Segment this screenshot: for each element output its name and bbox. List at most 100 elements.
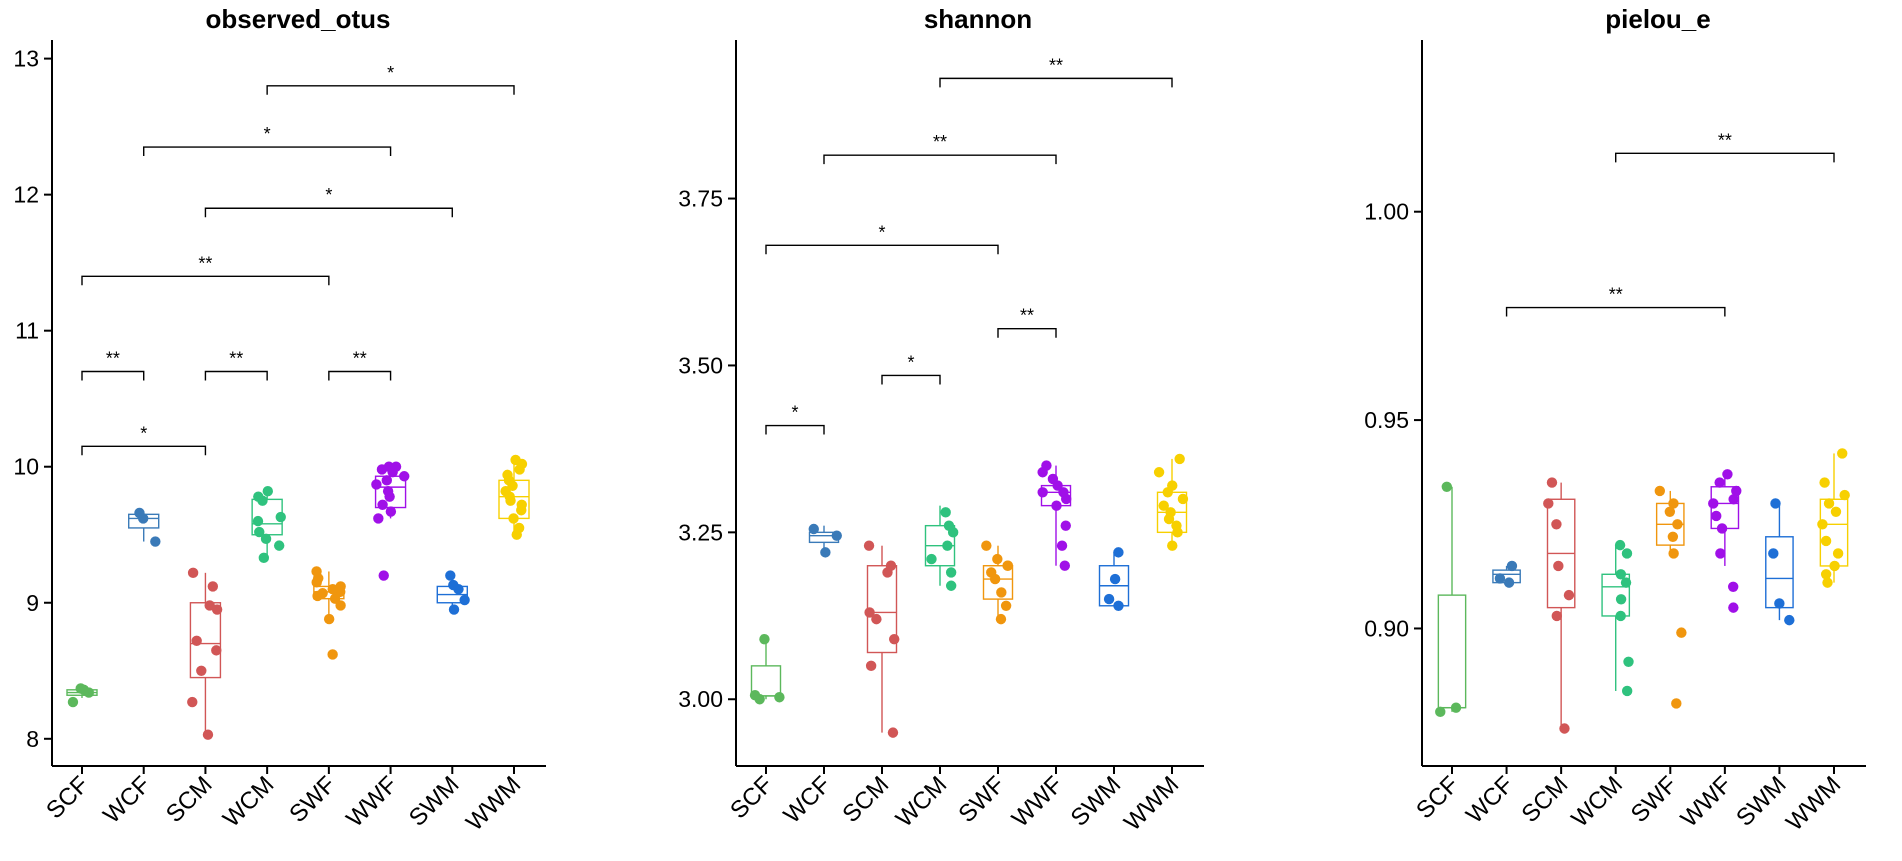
data-point — [1047, 473, 1059, 485]
significance-bracket: ** — [1505, 285, 1726, 317]
x-tick-label-wwf: WWF — [1007, 771, 1068, 832]
data-point — [1506, 560, 1518, 572]
box-wcm — [924, 505, 959, 591]
box-swf — [981, 540, 1014, 625]
panel-title-shannon: shannon — [924, 4, 1032, 34]
data-point — [1671, 698, 1682, 709]
data-point — [258, 552, 270, 564]
box-scm — [1543, 477, 1576, 734]
data-point — [1546, 477, 1558, 488]
y-tick-label: 3.00 — [678, 686, 723, 712]
box-wwf — [371, 461, 410, 581]
box-wwm — [1153, 453, 1189, 551]
data-point — [1056, 540, 1068, 551]
data-point — [134, 507, 145, 519]
data-point — [377, 499, 388, 511]
x-tick-label-wcm: WCM — [1566, 771, 1628, 833]
data-point — [1615, 594, 1627, 605]
significance-bracket: * — [765, 222, 999, 255]
x-tick-label-wcm: WCM — [218, 771, 280, 833]
significance-bracket: ** — [939, 55, 1173, 88]
data-point — [1819, 477, 1830, 488]
x-tick-label-swm: SWM — [404, 771, 465, 832]
data-point — [1784, 614, 1795, 626]
data-point — [1715, 548, 1726, 559]
data-point — [1768, 548, 1779, 559]
data-point — [1623, 656, 1634, 668]
x-tick-label-swf: SWF — [953, 771, 1010, 828]
y-tick-label: 11 — [15, 318, 39, 344]
data-point — [995, 613, 1007, 625]
data-point — [1553, 560, 1564, 572]
data-point — [942, 540, 953, 551]
significance-label: ** — [933, 132, 947, 152]
data-point — [1668, 548, 1679, 559]
data-point — [1614, 539, 1626, 551]
x-tick-label-scf: SCF — [41, 771, 94, 824]
box-wcm — [1601, 539, 1634, 697]
data-point — [1563, 589, 1575, 601]
box-scf — [1435, 481, 1467, 718]
data-point — [323, 613, 335, 625]
data-point — [1714, 477, 1725, 488]
data-point — [373, 513, 384, 524]
significance-bracket: * — [765, 403, 825, 435]
data-point — [448, 604, 460, 615]
data-point — [1109, 573, 1121, 585]
data-point — [1615, 569, 1627, 580]
x-tick-label-swm: SWM — [1066, 771, 1127, 832]
bracket-line — [81, 370, 145, 381]
data-point — [1654, 485, 1666, 497]
data-point — [749, 690, 761, 701]
data-point — [1167, 480, 1178, 491]
significance-label: * — [907, 352, 914, 372]
data-point — [253, 491, 264, 502]
y-tick-label: 0.90 — [1364, 615, 1409, 641]
bracket-line — [1505, 306, 1726, 317]
data-point — [196, 665, 207, 676]
data-point — [382, 486, 394, 497]
data-point — [399, 471, 410, 482]
data-point — [1153, 467, 1165, 478]
x-tick-label-scf: SCF — [1411, 771, 1464, 824]
data-point — [502, 469, 513, 481]
data-point — [191, 635, 202, 647]
significance-label: * — [878, 222, 885, 242]
data-point — [1837, 448, 1848, 459]
data-point — [1174, 453, 1185, 465]
significance-label: ** — [1609, 285, 1623, 305]
data-point — [273, 540, 285, 551]
data-point — [759, 633, 770, 645]
significance-bracket: * — [266, 63, 515, 95]
data-point — [1823, 498, 1835, 509]
x-tick-label-wcf: WCF — [1461, 771, 1519, 829]
significance-bracket: * — [143, 124, 392, 157]
x-tick-label-wcm: WCM — [891, 771, 953, 833]
data-point — [1171, 520, 1182, 531]
data-point — [1559, 723, 1570, 734]
data-point — [1774, 598, 1785, 609]
data-point — [1770, 498, 1781, 509]
bracket-line — [765, 424, 825, 435]
bracket-line — [1615, 152, 1835, 163]
significance-bracket: ** — [81, 253, 330, 286]
data-point — [1494, 573, 1506, 584]
data-point — [204, 600, 215, 611]
data-point — [1158, 500, 1169, 511]
data-point — [871, 613, 882, 625]
significance-label: * — [325, 185, 332, 205]
data-point — [1839, 489, 1850, 501]
box-wwm — [1817, 448, 1850, 588]
bracket-line — [881, 374, 941, 385]
panel-title-pielou-e: pielou_e — [1605, 4, 1710, 34]
box-wwf — [1708, 469, 1742, 613]
significance-label: * — [264, 124, 271, 144]
data-point — [1728, 602, 1739, 613]
y-tick-label: 8 — [26, 726, 39, 752]
data-point — [986, 567, 997, 578]
x-tick-label-scm: SCM — [837, 771, 894, 828]
data-point — [371, 479, 382, 490]
data-point — [1059, 560, 1071, 571]
